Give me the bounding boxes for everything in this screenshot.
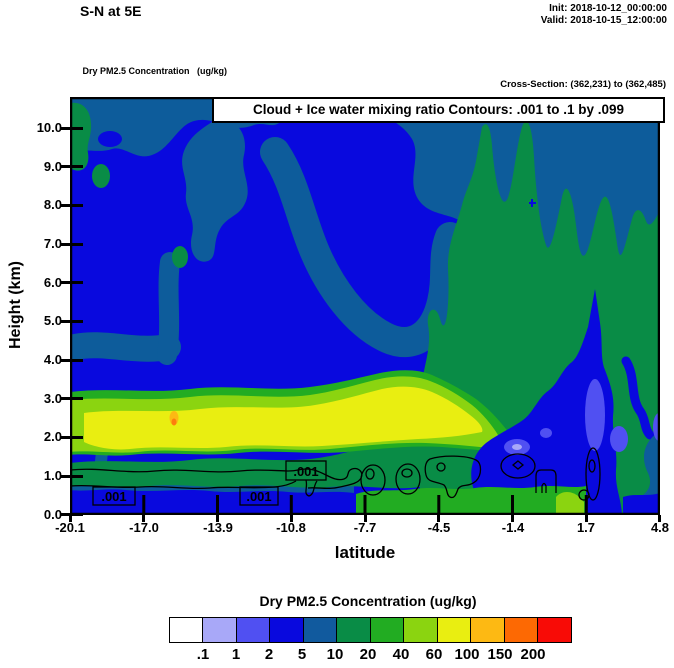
colorbar-tick-label: 1 <box>231 646 241 663</box>
cross-section-plot: .001 .001 .001 <box>70 97 660 515</box>
colorbar-cell <box>537 617 572 643</box>
x-tick-label: -13.9 <box>203 520 233 535</box>
colorbar-title: Dry PM2.5 Concentration (ug/kg) <box>259 593 477 609</box>
x-tick-mark <box>658 515 661 522</box>
y-tick-mark <box>60 359 83 362</box>
x-tick-mark <box>585 515 588 522</box>
y-axis-title: Height (km) <box>7 261 24 349</box>
y-tick-mark <box>60 281 83 284</box>
y-tick-label: 4.0 <box>43 352 62 367</box>
x-tick-mark <box>511 515 514 522</box>
y-tick-mark <box>60 436 83 439</box>
colorbar-tick-label: 20 <box>359 646 377 663</box>
y-tick-label: 8.0 <box>43 197 62 212</box>
init-time: Init: 2018-10-12_00:00:00 <box>549 3 667 14</box>
contour-label: .001 <box>293 464 318 479</box>
field-line-pm25: Dry PM2.5 Concentration (ug/kg) <box>80 66 228 76</box>
page-title: S-N at 5E <box>80 3 142 19</box>
x-tick-label: -4.5 <box>427 520 451 535</box>
y-tick-mark <box>60 475 83 478</box>
x-tick-mark <box>290 515 293 522</box>
pm25-fill-layers <box>70 97 660 515</box>
y-tick-label: 7.0 <box>43 236 62 251</box>
x-tick-label: -1.4 <box>501 520 525 535</box>
cross-section-label: Cross-Section: (362,231) to (362,485) <box>500 79 666 90</box>
y-tick-label: 9.0 <box>43 159 62 174</box>
colorbar-tick-label: 10 <box>326 646 344 663</box>
x-tick-mark <box>437 515 440 522</box>
colorbar-cell <box>269 617 304 643</box>
colorbar-tick-label: 40 <box>392 646 410 663</box>
colorbar-cell <box>503 617 539 643</box>
x-tick-mark <box>364 515 367 522</box>
y-tick-label: 10.0 <box>36 120 62 135</box>
x-tick-mark <box>216 515 219 522</box>
valid-time: Valid: 2018-10-15_12:00:00 <box>540 15 667 26</box>
colorbar-cell <box>403 617 438 643</box>
colorbar-cell <box>302 617 338 643</box>
contour-banner: Cloud + Ice water mixing ratio Contours:… <box>212 97 665 123</box>
x-tick-mark <box>69 515 72 522</box>
x-tick-label: -20.1 <box>55 520 85 535</box>
x-tick-label: -17.0 <box>129 520 159 535</box>
y-tick-label: 6.0 <box>43 275 62 290</box>
colorbar-tick-label: 5 <box>297 646 307 663</box>
y-tick-mark <box>60 204 83 207</box>
colorbar-cell <box>235 617 271 643</box>
x-tick-label: -7.7 <box>353 520 377 535</box>
y-tick-mark <box>60 165 83 168</box>
y-tick-label: 1.0 <box>43 468 62 483</box>
y-tick-mark <box>60 320 83 323</box>
filled-contour-canvas: .001 .001 .001 <box>70 97 660 515</box>
y-tick-label: 3.0 <box>43 391 62 406</box>
x-axis-inner-ticks <box>142 495 588 514</box>
y-tick-mark <box>60 127 83 130</box>
colorbar-cell <box>436 617 472 643</box>
colorbar-cell <box>470 617 505 643</box>
y-tick-mark <box>60 243 83 246</box>
x-axis-title: latitude <box>334 543 396 562</box>
model-times: Init: 2018-10-12_00:00:00 Valid: 2018-10… <box>541 3 667 27</box>
colorbar-tick-label: .1 <box>196 646 210 663</box>
y-tick-mark <box>60 513 83 516</box>
contour-label: .001 <box>101 489 126 504</box>
colorbar <box>168 617 572 643</box>
colorbar-tick-label: 200 <box>520 646 546 663</box>
colorbar-cell <box>168 617 204 643</box>
colorbar-tick-label: 60 <box>425 646 443 663</box>
contour-label: .001 <box>246 489 271 504</box>
y-tick-label: 5.0 <box>43 313 62 328</box>
x-tick-label: -10.8 <box>276 520 306 535</box>
x-tick-mark <box>142 515 145 522</box>
colorbar-tick-label: 150 <box>487 646 513 663</box>
x-tick-label: 1.7 <box>576 520 596 535</box>
colorbar-tick-label: 2 <box>264 646 274 663</box>
colorbar-tick-label: 100 <box>454 646 480 663</box>
colorbar-cell <box>369 617 405 643</box>
y-tick-mark <box>60 397 83 400</box>
y-tick-label: 2.0 <box>43 429 62 444</box>
contour-label-boxes: .001 .001 .001 <box>92 460 327 506</box>
colorbar-cell <box>202 617 237 643</box>
y-tick-label: 0.0 <box>43 507 62 522</box>
colorbar-cell <box>336 617 371 643</box>
x-tick-label: 4.8 <box>650 520 670 535</box>
